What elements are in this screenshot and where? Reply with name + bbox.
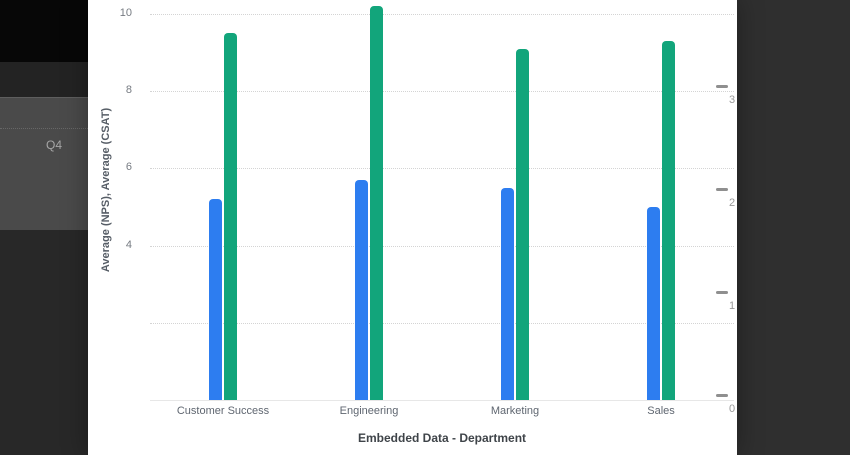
bar-average-csat[interactable] [516,48,529,400]
bar-average-csat[interactable] [370,6,383,400]
x-axis-category-label: Marketing [490,405,540,417]
bar-average-nps[interactable] [647,207,660,400]
gridline [150,91,734,93]
underlay-widget-block: Q4 [0,98,88,230]
right-axis-tick-label: 0 [729,403,736,415]
right-axis-tick-mark [716,394,728,397]
underlay-gridline [0,128,88,129]
right-axis-tick-mark [716,188,728,191]
gridline [150,245,734,247]
bar-average-nps[interactable] [209,199,222,400]
y-axis-tick-label: 4 [125,238,132,251]
right-axis-tick-label: 1 [729,300,736,312]
bar-average-csat[interactable] [662,41,675,400]
x-axis-category-label: Customer Success [176,405,270,417]
underlay-mid-block [0,62,88,97]
chart-panel [88,0,737,455]
bar-average-csat[interactable] [224,33,237,400]
right-axis-tick-label: 3 [729,94,736,106]
x-axis-category-label: Engineering [339,405,399,417]
x-axis-title: Embedded Data - Department [357,431,527,445]
q4-label: Q4 [46,138,63,152]
underlay-divider-line [0,97,88,98]
gridline [150,168,734,170]
x-axis-line [150,400,734,401]
right-axis-tick-mark [716,85,728,88]
x-axis-category-label: Sales [647,405,675,417]
y-axis-tick-label: 10 [119,7,132,19]
underlay-dark-header-block [0,0,88,62]
gridline [150,322,734,324]
bar-average-nps[interactable] [355,179,368,400]
dimmed-dashboard-right [737,0,850,455]
right-axis-tick-mark [716,291,728,294]
dimmed-dashboard-left: Q4 [0,0,88,455]
right-axis-tick-label: 2 [729,197,736,209]
y-axis-tick-label: 8 [125,84,132,97]
gridline [150,14,734,15]
y-axis-tick-label: 6 [125,161,132,174]
bar-average-nps[interactable] [501,187,514,400]
